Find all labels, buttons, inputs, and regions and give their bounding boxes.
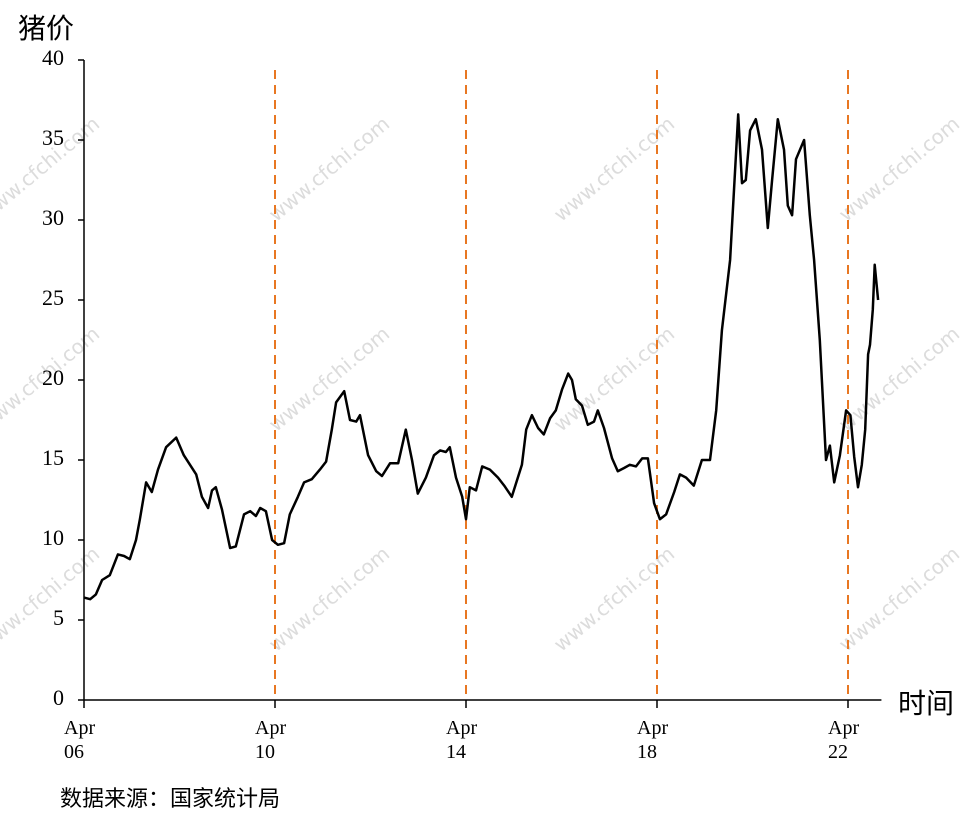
y-tick-label: 40 [42, 45, 64, 70]
x-tick-label: Apr 10 [255, 717, 287, 763]
y-tick-label: 35 [42, 125, 64, 150]
watermark: www.cfchi.com [549, 321, 679, 436]
watermark: www.cfchi.com [834, 321, 964, 436]
y-tick-label: 5 [53, 605, 64, 630]
y-tick-label: 20 [42, 365, 64, 390]
y-tick-label: 10 [42, 525, 64, 550]
series-line [83, 113, 880, 601]
source-note: 数据来源：国家统计局 [60, 787, 280, 812]
y-tick-label: 25 [42, 285, 64, 310]
watermark: www.cfchi.com [264, 321, 394, 436]
x-axis-label: 时间 [898, 687, 954, 720]
x-tick-label: Apr 14 [446, 717, 478, 763]
watermark: www.cfchi.com [264, 111, 394, 226]
watermark: www.cfchi.com [834, 111, 964, 226]
y-tick-label: 15 [42, 445, 64, 470]
y-tick-label: 30 [42, 205, 64, 230]
watermark: www.cfchi.com [549, 111, 679, 226]
watermark: www.cfchi.com [834, 541, 964, 656]
chart-title: 猪价 [18, 12, 74, 45]
watermark: www.cfchi.com [264, 541, 394, 656]
watermark: www.cfchi.com [549, 541, 679, 656]
x-tick-label: Apr 22 [828, 717, 860, 763]
y-tick-label: 0 [53, 685, 64, 710]
x-tick-label: Apr 06 [64, 717, 96, 763]
x-tick-label: Apr 18 [637, 717, 669, 763]
